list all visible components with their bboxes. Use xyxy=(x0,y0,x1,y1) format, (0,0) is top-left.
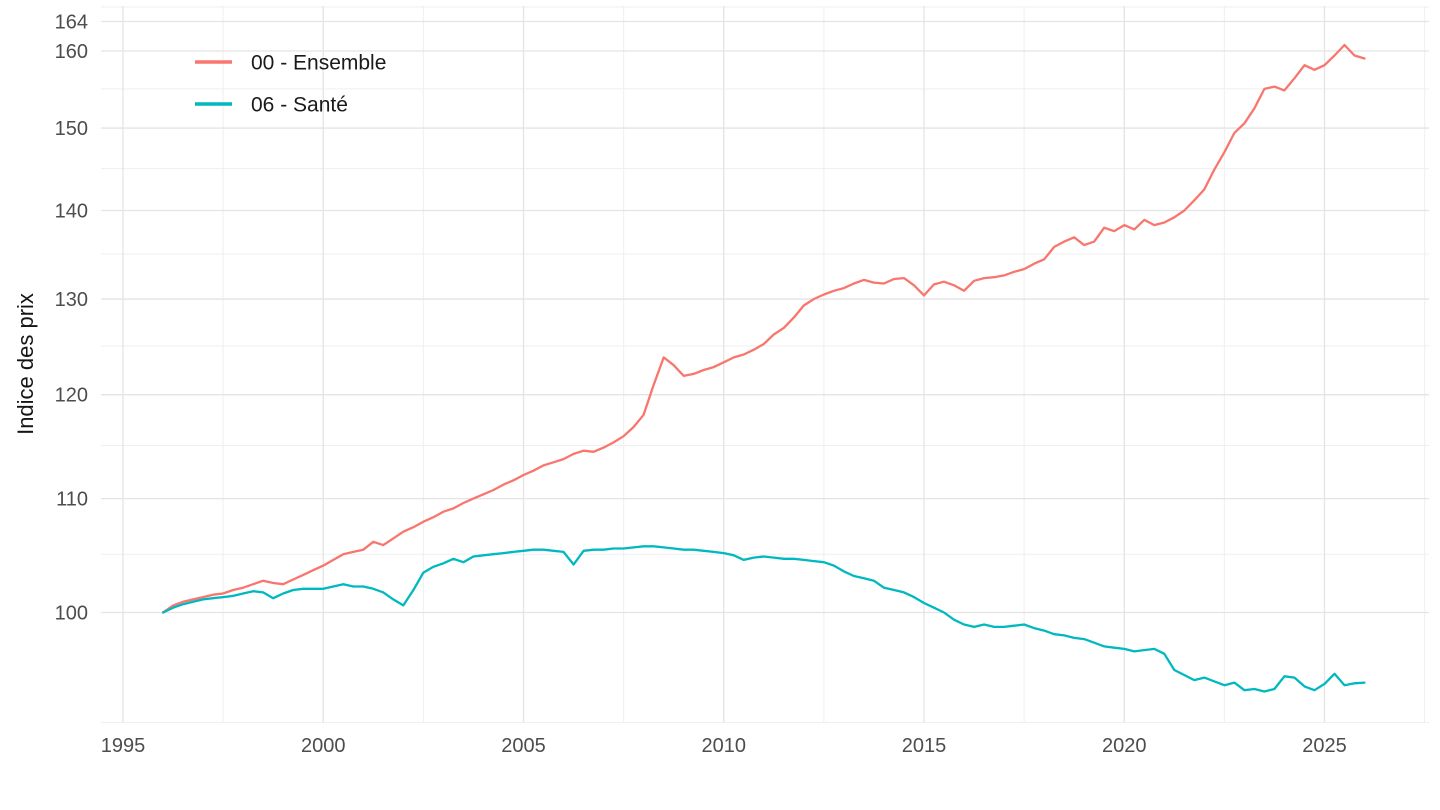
x-tick-label: 2015 xyxy=(902,735,947,757)
y-tick-label: 160 xyxy=(55,41,88,63)
x-tick-label: 1995 xyxy=(101,735,146,757)
y-tick-label: 100 xyxy=(55,603,88,625)
y-tick-label: 150 xyxy=(55,118,88,140)
major-gridlines xyxy=(101,6,1429,723)
legend-label-ensemble: 00 - Ensemble xyxy=(251,51,386,74)
minor-gridlines xyxy=(101,6,1429,723)
y-tick-label: 164 xyxy=(55,11,88,33)
y-tick-label: 140 xyxy=(55,201,88,223)
series-line-sante xyxy=(161,545,1366,693)
x-tick-label: 2010 xyxy=(702,735,747,757)
y-tick-label: 110 xyxy=(56,489,88,511)
x-axis-tick-labels: 1995 2000 2005 2010 2015 2020 2025 xyxy=(101,735,1347,757)
x-tick-label: 2020 xyxy=(1102,735,1147,757)
x-tick-label: 2025 xyxy=(1302,735,1347,757)
y-axis-title: Indice des prix xyxy=(13,293,38,435)
legend-label-sante: 06 - Santé xyxy=(251,93,348,116)
y-tick-label: 120 xyxy=(55,385,88,407)
series-line-ensemble xyxy=(161,43,1366,614)
y-axis-tick-labels: 164 160 150 140 130 120 110 100 xyxy=(55,11,88,624)
x-tick-label: 2000 xyxy=(301,735,346,757)
legend: 00 - Ensemble 06 - Santé xyxy=(195,51,386,116)
data-series xyxy=(161,43,1366,693)
x-tick-label: 2005 xyxy=(501,735,546,757)
y-tick-label: 130 xyxy=(55,289,88,311)
